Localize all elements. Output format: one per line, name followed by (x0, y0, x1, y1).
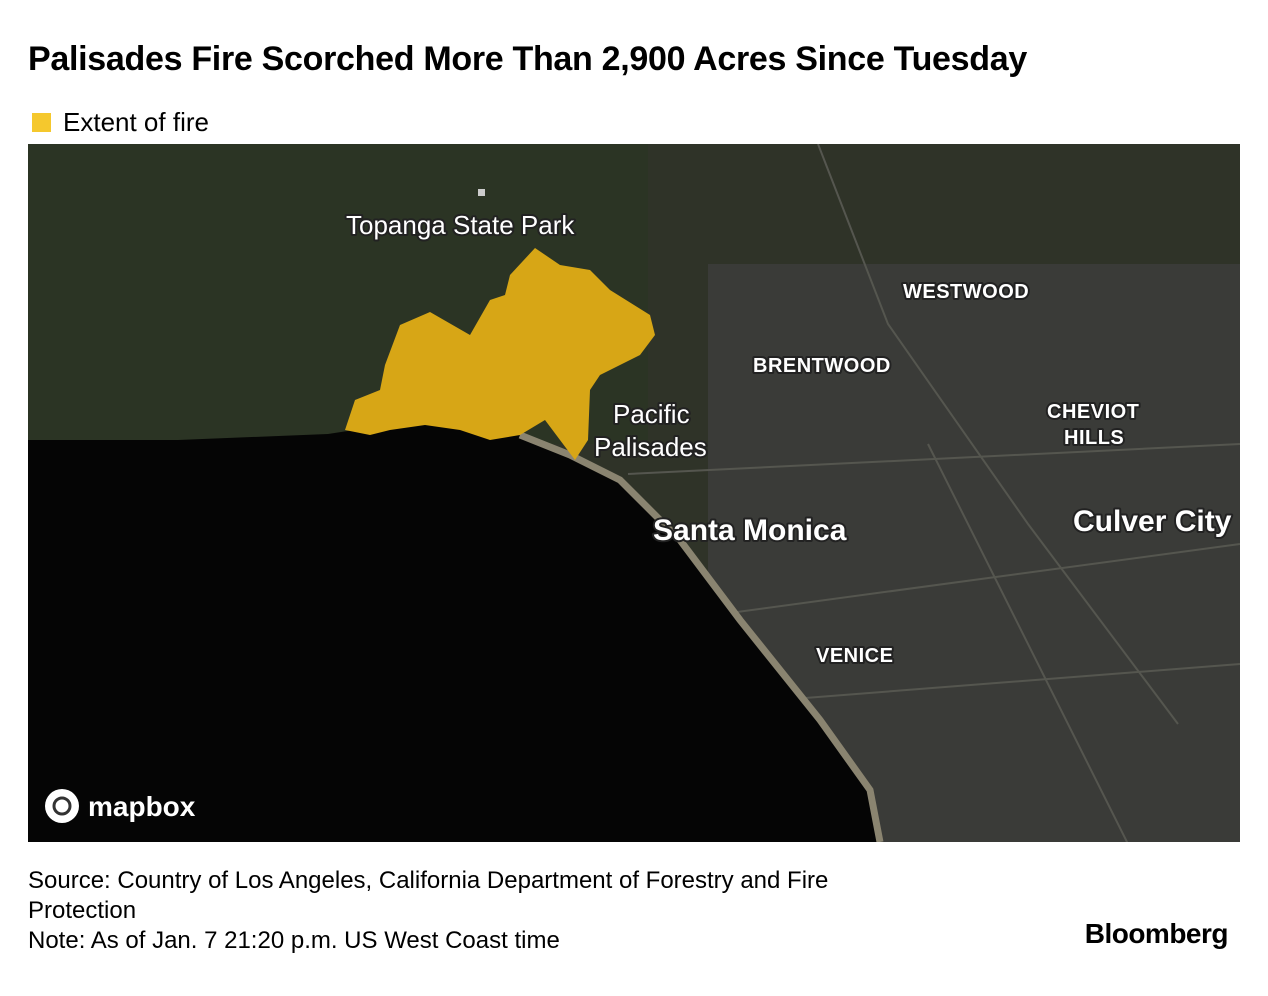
place-label: Topanga State Park (346, 210, 575, 240)
attribution: mapbox (88, 791, 196, 822)
place-label: Culver City (1073, 505, 1232, 538)
mapbox-logo (52, 796, 72, 816)
ocean (28, 420, 880, 842)
note: Note: As of Jan. 7 21:20 p.m. US West Co… (28, 927, 560, 954)
place-label: Palisades (594, 432, 707, 462)
source: Source: Country of Los Angeles, Californ… (28, 867, 829, 924)
mapbox-logo (45, 789, 79, 823)
legend: Extent of fire (32, 107, 209, 138)
footer-notes: Source: Country of Los Angeles, Californ… (28, 866, 898, 956)
roads (627, 144, 1240, 842)
place-label: VENICE (816, 645, 893, 667)
legend-label: Extent of fire (63, 107, 209, 137)
fire-extent (345, 248, 655, 460)
map: Topanga State Park WESTWOOD BRENTWOOD Pa… (28, 144, 1240, 842)
park-marker (478, 189, 485, 196)
beach (518, 431, 884, 842)
title: Palisades Fire Scorched More Than 2,900 … (28, 40, 1027, 78)
place-label: WESTWOOD (903, 281, 1029, 303)
place-label: BRENTWOOD (753, 355, 891, 377)
place-label: CHEVIOT (1047, 401, 1139, 423)
place-label: Pacific (613, 399, 690, 429)
place-label: HILLS (1064, 427, 1124, 449)
brand: Bloomberg (1084, 918, 1229, 949)
place-label: Santa Monica (653, 514, 847, 547)
legend-swatch (32, 113, 51, 132)
